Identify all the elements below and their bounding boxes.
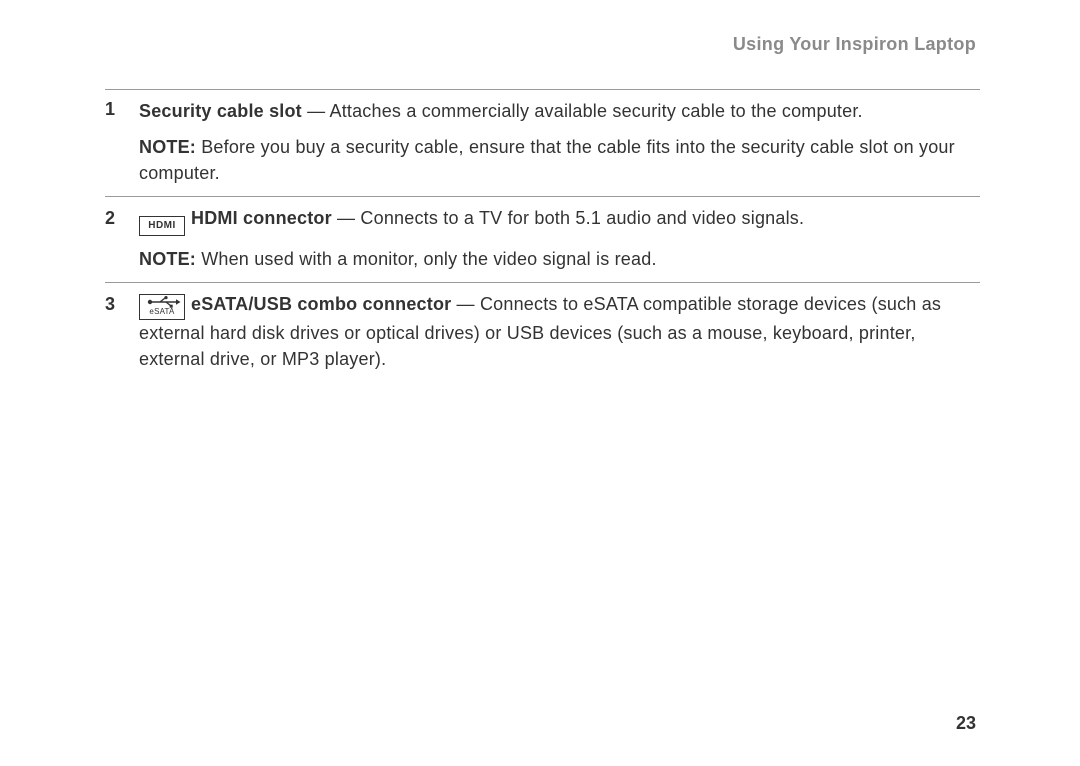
- entry-desc: Attaches a commercially available securi…: [329, 101, 862, 121]
- entry-dash: —: [451, 294, 480, 314]
- feature-entry: 1 Security cable slot — Attaches a comme…: [105, 89, 980, 196]
- feature-entry: 2 HDMI HDMI connector — Connects to a TV …: [105, 196, 980, 282]
- section-header: Using Your Inspiron Laptop: [105, 34, 980, 55]
- esata-icon-label: eSATA: [140, 307, 184, 316]
- note-text: When used with a monitor, only the video…: [196, 249, 657, 269]
- page-number: 23: [956, 713, 976, 734]
- entry-content: Security cable slot — Attaches a commerc…: [139, 98, 980, 186]
- entry-title: Security cable slot: [139, 101, 302, 121]
- note-label: NOTE:: [139, 249, 196, 269]
- note-text: Before you buy a security cable, ensure …: [139, 137, 955, 183]
- entry-dash: —: [332, 208, 361, 228]
- entry-dash: —: [302, 101, 330, 121]
- note-label: NOTE:: [139, 137, 196, 157]
- entry-title: HDMI connector: [191, 208, 332, 228]
- entry-number: 1: [105, 98, 139, 120]
- esata-usb-icon: eSATA: [139, 294, 185, 320]
- feature-entry: 3 eSATA eSATA/USB combo connector — Conn…: [105, 282, 980, 382]
- entry-content: HDMI HDMI connector — Connects to a TV fo…: [139, 205, 980, 272]
- entry-content: eSATA eSATA/USB combo connector — Connec…: [139, 291, 980, 372]
- hdmi-icon: HDMI: [139, 216, 185, 236]
- entry-title: eSATA/USB combo connector: [191, 294, 451, 314]
- entry-number: 3: [105, 291, 139, 315]
- entry-desc: Connects to a TV for both 5.1 audio and …: [360, 208, 804, 228]
- entry-number: 2: [105, 205, 139, 229]
